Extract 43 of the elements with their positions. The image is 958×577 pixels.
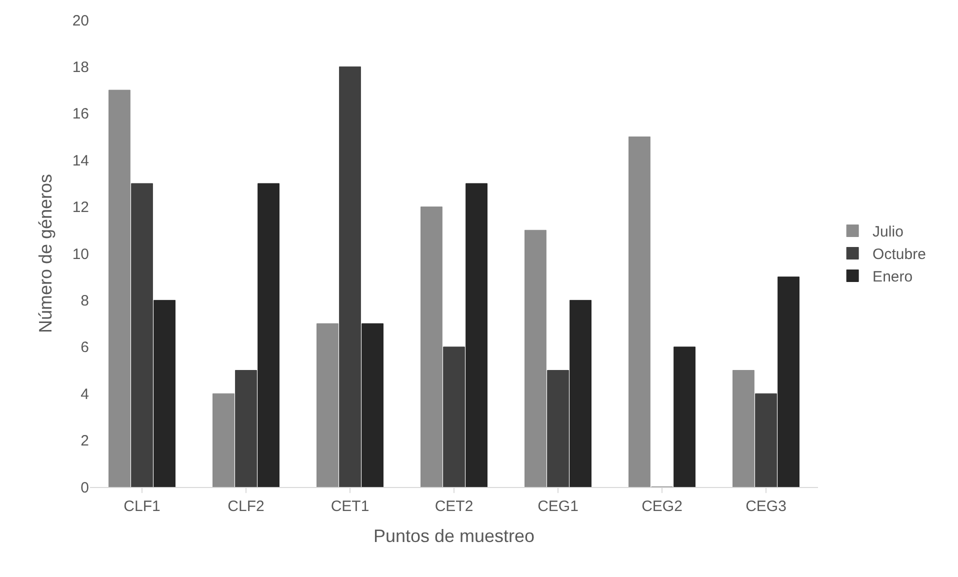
y-tick-label: 8 xyxy=(80,292,89,310)
y-tick-label: 12 xyxy=(72,199,89,216)
bar xyxy=(108,90,130,487)
x-tick-label: CLF2 xyxy=(228,498,264,515)
y-tick-label: 10 xyxy=(72,246,89,263)
bar xyxy=(570,300,592,487)
y-tick-label: 16 xyxy=(72,106,89,123)
x-tick-label: CEG2 xyxy=(642,498,682,515)
bar xyxy=(339,66,361,487)
bar xyxy=(628,136,650,487)
x-axis-title: Puntos de muestreo xyxy=(373,526,535,546)
bar xyxy=(131,183,153,487)
x-tick-label: CET1 xyxy=(330,498,370,515)
bar xyxy=(778,276,800,487)
y-tick-label: 14 xyxy=(72,152,89,170)
bar xyxy=(235,370,257,487)
bar xyxy=(258,183,280,487)
bar xyxy=(674,346,696,487)
legend-label: Julio xyxy=(872,224,904,241)
y-axis-title: Número de géneros xyxy=(36,174,56,334)
y-tick-label: 2 xyxy=(80,432,89,450)
legend-label: Octubre xyxy=(872,246,926,264)
x-tick-label: CLF1 xyxy=(124,498,160,515)
x-tick-label: CEG3 xyxy=(746,498,786,515)
bar xyxy=(732,370,754,487)
bar xyxy=(362,323,384,487)
x-tick-label: CEG1 xyxy=(538,498,578,515)
bar xyxy=(466,183,488,487)
bar xyxy=(524,230,546,487)
bar xyxy=(212,393,234,487)
bar xyxy=(755,393,777,487)
bar xyxy=(420,206,442,487)
x-tick-label: CET2 xyxy=(434,498,474,515)
y-tick-label: 0 xyxy=(80,479,89,496)
bar xyxy=(154,300,176,487)
y-tick-label: 20 xyxy=(72,12,89,30)
y-tick-label: 18 xyxy=(72,58,89,76)
bar xyxy=(443,346,465,487)
bar xyxy=(316,323,338,487)
y-tick-label: 4 xyxy=(80,386,89,403)
bar xyxy=(547,370,569,487)
legend-label: Enero xyxy=(872,268,913,286)
y-tick-label: 6 xyxy=(80,339,89,356)
